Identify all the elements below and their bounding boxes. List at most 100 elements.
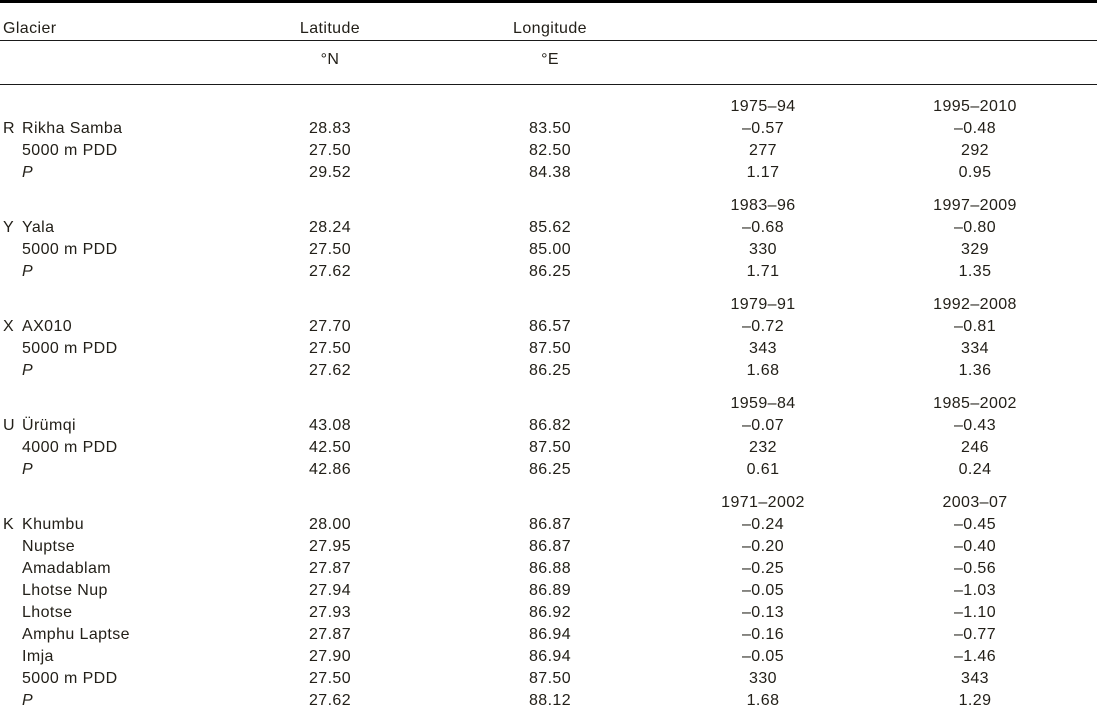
row-label: P: [22, 692, 34, 709]
period-row: 1983–96 1997–2009: [0, 184, 1097, 217]
period1-value: 1.71: [746, 263, 780, 280]
period1-value: –0.72: [741, 318, 785, 335]
period2-label: 1985–2002: [933, 395, 1017, 412]
table-row: Amadablam 27.87 86.88 –0.25 –0.56: [0, 558, 1097, 580]
table-row: X AX010 27.70 86.57 –0.72 –0.81: [0, 316, 1097, 338]
glacier-key: K: [3, 516, 15, 533]
latitude-value: 27.93: [308, 604, 352, 621]
longitude-value: 85.62: [528, 219, 572, 236]
glacier-name: Nuptse: [22, 538, 76, 555]
period-row: 1959–84 1985–2002: [0, 382, 1097, 415]
row-label: P: [22, 263, 34, 280]
table-row: Nuptse 27.95 86.87 –0.20 –0.40: [0, 536, 1097, 558]
glacier-column-header: Glacier: [0, 1, 233, 41]
period2-value: –0.81: [953, 318, 997, 335]
glacier-name: AX010: [22, 318, 73, 335]
period-row: 1971–2002 2003–07: [0, 481, 1097, 514]
period2-value: 292: [961, 142, 989, 159]
longitude-value: 86.57: [528, 318, 572, 335]
period1-value: –0.25: [741, 560, 785, 577]
latitude-value: 43.08: [308, 417, 352, 434]
latitude-value: 27.94: [308, 582, 352, 599]
period1-value: –0.05: [741, 582, 785, 599]
glacier-name: Ürümqi: [22, 417, 76, 434]
period2-column-header: [853, 1, 1097, 41]
latitude-value: 42.50: [308, 439, 352, 456]
glacier-name: Amphu Laptse: [22, 626, 130, 643]
longitude-value: 87.50: [528, 340, 572, 357]
glacier-key: R: [3, 120, 15, 137]
glacier-name: Imja: [22, 648, 54, 665]
table-row: 5000 m PDD 27.50 87.50 343 334: [0, 338, 1097, 360]
period1-label: 1971–2002: [721, 494, 805, 511]
period2-label: 1992–2008: [933, 296, 1017, 313]
latitude-unit: °N: [233, 40, 427, 85]
table-row: Y Yala 28.24 85.62 –0.68 –0.80: [0, 217, 1097, 239]
longitude-value: 86.25: [528, 362, 572, 379]
glacier-key: Y: [3, 219, 15, 236]
period1-value: –0.07: [741, 417, 785, 434]
table-row: P 29.52 84.38 1.17 0.95: [0, 162, 1097, 184]
longitude-value: 82.50: [528, 142, 572, 159]
period2-value: 1.36: [958, 362, 992, 379]
period2-value: –0.43: [953, 417, 997, 434]
latitude-value: 27.90: [308, 648, 352, 665]
period2-value: –0.56: [953, 560, 997, 577]
latitude-column-header: Latitude: [233, 1, 427, 41]
period2-value: –0.40: [953, 538, 997, 555]
period1-label: 1975–94: [730, 98, 796, 115]
period1-value: –0.68: [741, 219, 785, 236]
glacier-name: Lhotse: [22, 604, 73, 621]
latitude-value: 27.95: [308, 538, 352, 555]
row-label: 5000 m PDD: [22, 142, 118, 159]
longitude-value: 86.89: [528, 582, 572, 599]
latitude-value: 27.62: [308, 692, 352, 709]
latitude-value: 27.50: [308, 142, 352, 159]
period1-value: –0.20: [741, 538, 785, 555]
row-label: P: [22, 461, 34, 478]
row-label: 5000 m PDD: [22, 670, 118, 687]
longitude-value: 86.94: [528, 626, 572, 643]
longitude-value: 86.25: [528, 461, 572, 478]
latitude-value: 27.87: [308, 560, 352, 577]
period-row: 1979–91 1992–2008: [0, 283, 1097, 316]
latitude-value: 27.50: [308, 241, 352, 258]
glacier-key: X: [3, 318, 15, 335]
row-label: P: [22, 362, 34, 379]
period2-label: 1995–2010: [933, 98, 1017, 115]
header-label-row: Glacier Latitude Longitude: [0, 1, 1097, 41]
longitude-value: 87.50: [528, 670, 572, 687]
period1-value: –0.24: [741, 516, 785, 533]
period2-label: 1997–2009: [933, 197, 1017, 214]
row-label: 5000 m PDD: [22, 340, 118, 357]
period1-label: 1983–96: [730, 197, 796, 214]
longitude-unit: °E: [427, 40, 673, 85]
period1-value: 277: [749, 142, 777, 159]
longitude-column-header: Longitude: [427, 1, 673, 41]
glacier-name: Khumbu: [22, 516, 84, 533]
period2-value: –0.77: [953, 626, 997, 643]
longitude-value: 86.87: [528, 538, 572, 555]
period2-value: 1.35: [958, 263, 992, 280]
table-row: 5000 m PDD 27.50 82.50 277 292: [0, 140, 1097, 162]
period2-value: –0.80: [953, 219, 997, 236]
latitude-value: 27.50: [308, 670, 352, 687]
period1-value: 1.68: [746, 362, 780, 379]
glacier-name: Lhotse Nup: [22, 582, 108, 599]
longitude-value: 86.92: [528, 604, 572, 621]
table-row: Imja 27.90 86.94 –0.05 –1.46: [0, 646, 1097, 668]
period1-label: 1979–91: [730, 296, 796, 313]
row-label: 5000 m PDD: [22, 241, 118, 258]
period1-value: –0.16: [741, 626, 785, 643]
period1-column-header: [673, 1, 853, 41]
period2-label: 2003–07: [942, 494, 1008, 511]
longitude-value: 86.88: [528, 560, 572, 577]
period2-value: 1.29: [958, 692, 992, 709]
period2-value: –1.46: [953, 648, 997, 665]
table-row: 5000 m PDD 27.50 87.50 330 343: [0, 668, 1097, 690]
period1-label: 1959–84: [730, 395, 796, 412]
table-row: U Ürümqi 43.08 86.82 –0.07 –0.43: [0, 415, 1097, 437]
glacier-key: U: [3, 417, 15, 434]
latitude-value: 28.00: [308, 516, 352, 533]
